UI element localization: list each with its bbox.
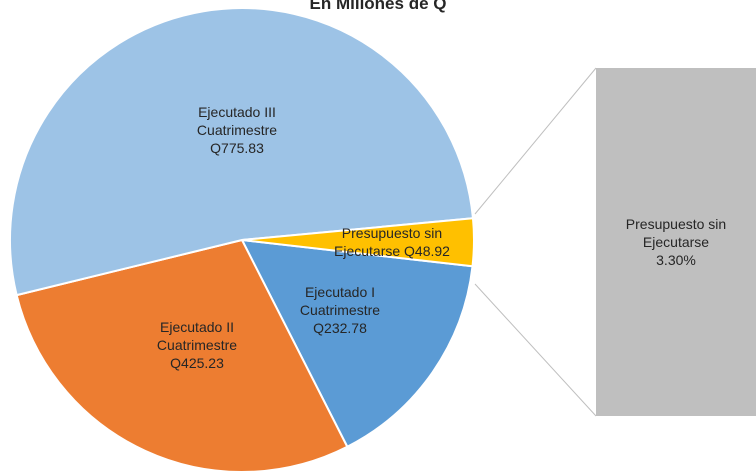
- slice-value: Q775.83: [210, 140, 264, 156]
- bar-category: Presupuesto sin Ejecutarse: [625, 216, 727, 250]
- bar: [596, 68, 756, 416]
- pie-slice: [15, 238, 349, 472]
- pie-slice: [240, 238, 474, 449]
- slice-value: Q232.78: [313, 320, 367, 336]
- pie-slice: [241, 217, 475, 268]
- slice-label: Ejecutado II Cuatrimestre Q425.23: [137, 318, 257, 372]
- slice-category: Ejecutado I Cuatrimestre: [299, 284, 381, 318]
- slice-label: Presupuesto sin Ejecutarse Q48.92: [322, 224, 462, 260]
- slice-category: Presupuesto sin Ejecutarse: [334, 225, 443, 259]
- bar-value: 3.30%: [656, 252, 696, 268]
- slice-label: Ejecutado I Cuatrimestre Q232.78: [280, 283, 400, 337]
- pie-slice: [9, 7, 475, 297]
- slice-value: Q425.23: [170, 355, 224, 371]
- connector-line: [474, 283, 597, 417]
- bar-label: Presupuesto sin Ejecutarse 3.30%: [616, 215, 736, 269]
- slice-category: Ejecutado III Cuatrimestre: [196, 104, 278, 138]
- slice-value: Q48.92: [404, 243, 450, 259]
- chart-title: En Millones de Q: [309, 0, 447, 13]
- slice-label: Ejecutado III Cuatrimestre Q775.83: [177, 103, 297, 157]
- slice-category: Ejecutado II Cuatrimestre: [156, 319, 238, 353]
- connector-line: [474, 67, 597, 215]
